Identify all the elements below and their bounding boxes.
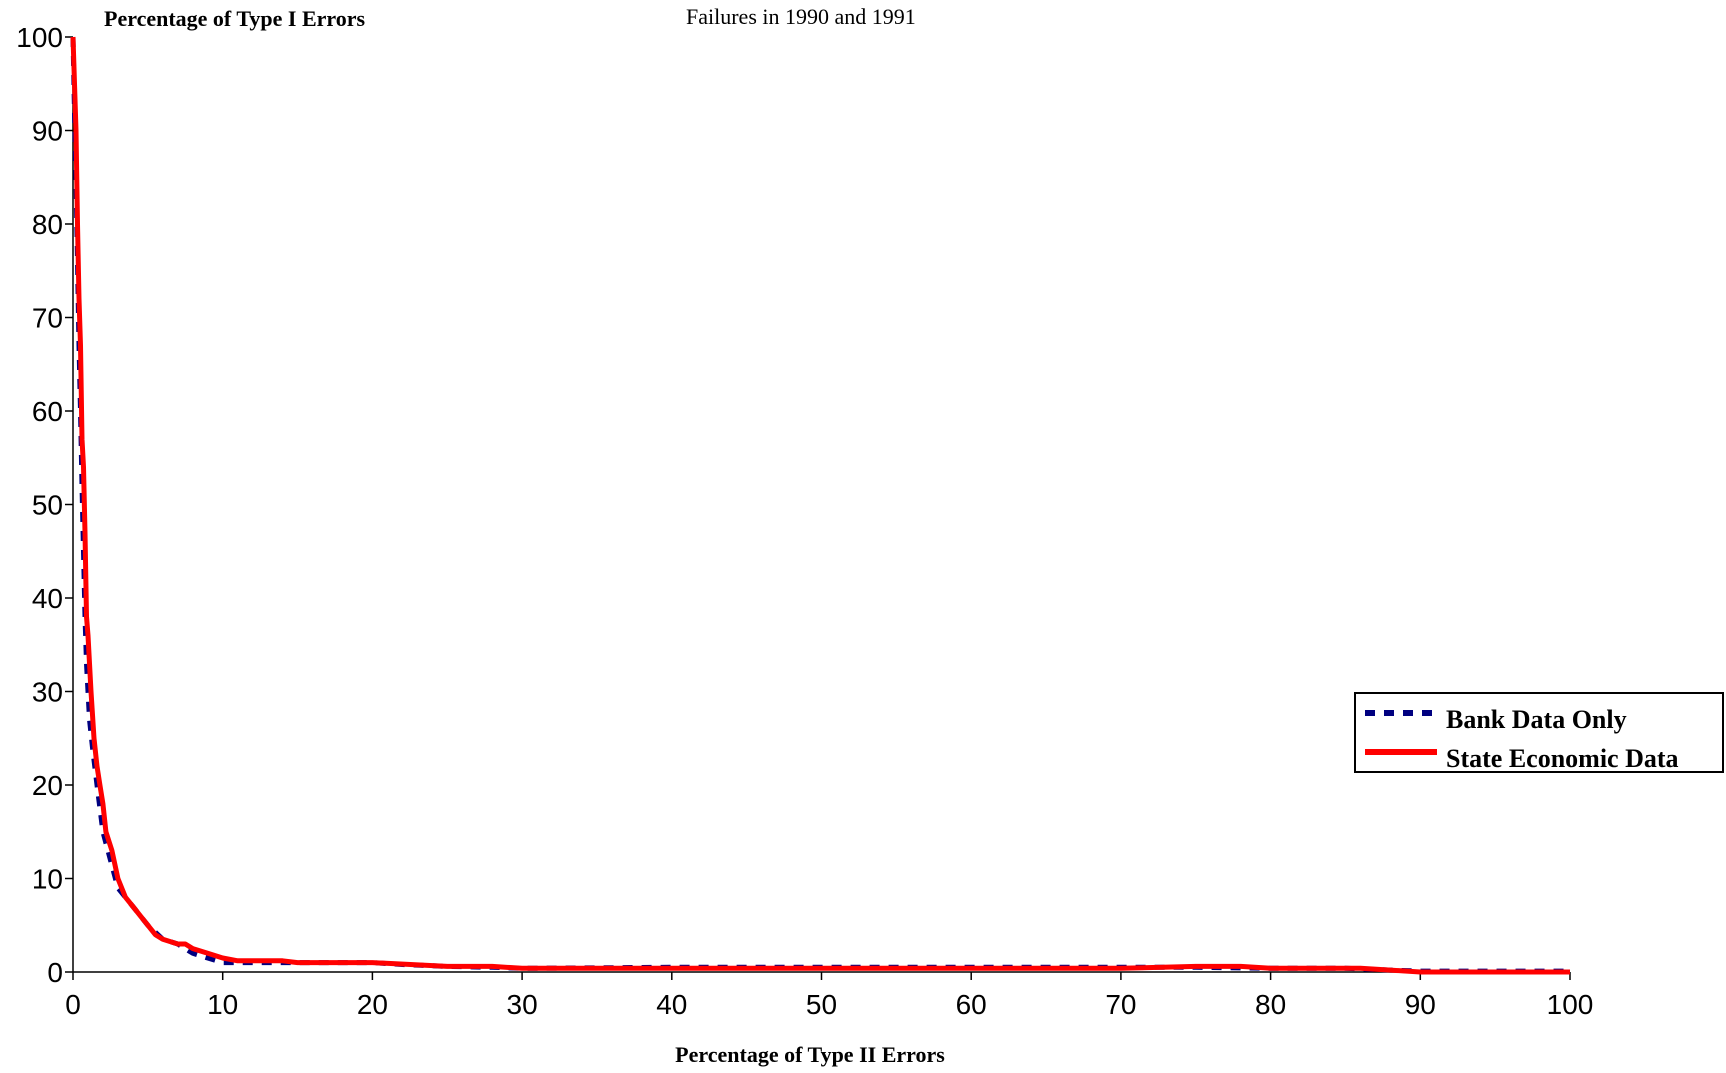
x-ticks: 0 10 20 30 40 50 60 70 80 90 100 [65, 972, 1593, 1020]
legend-label-state-economic-data: State Economic Data [1446, 744, 1679, 773]
y-tick-label: 60 [32, 396, 63, 427]
y-tick-label: 70 [32, 303, 63, 334]
x-axis-title: Percentage of Type II Errors [675, 1042, 945, 1067]
legend: Bank Data Only State Economic Data [1354, 692, 1724, 773]
x-tick-label: 60 [956, 989, 987, 1020]
y-tick-label: 100 [16, 22, 63, 53]
y-ticks: 0 10 20 30 40 50 60 70 80 90 100 [16, 22, 73, 988]
series-layer [70, 36, 1570, 975]
x-tick-label: 10 [207, 989, 238, 1020]
y-tick-label: 20 [32, 770, 63, 801]
legend-box [1354, 692, 1724, 773]
x-tick-label: 50 [806, 989, 837, 1020]
series-line-state-economic-data [70, 36, 1570, 975]
legend-label-bank-data-only: Bank Data Only [1446, 705, 1627, 734]
x-tick-label: 90 [1405, 989, 1436, 1020]
series-line-bank-data-only [70, 36, 1570, 974]
chart-title: Failures in 1990 and 1991 [686, 4, 916, 29]
y-tick-label: 80 [32, 209, 63, 240]
y-tick-label: 30 [32, 677, 63, 708]
y-tick-label: 0 [47, 957, 63, 988]
y-axis-title: Percentage of Type I Errors [104, 6, 366, 31]
x-tick-label: 0 [65, 989, 81, 1020]
y-tick-label: 90 [32, 116, 63, 147]
x-tick-label: 20 [357, 989, 388, 1020]
x-tick-label: 100 [1547, 989, 1594, 1020]
y-tick-label: 10 [32, 864, 63, 895]
x-tick-label: 80 [1255, 989, 1286, 1020]
x-tick-label: 70 [1105, 989, 1136, 1020]
y-tick-label: 50 [32, 490, 63, 521]
x-tick-label: 40 [656, 989, 687, 1020]
y-tick-label: 40 [32, 583, 63, 614]
x-tick-label: 30 [507, 989, 538, 1020]
